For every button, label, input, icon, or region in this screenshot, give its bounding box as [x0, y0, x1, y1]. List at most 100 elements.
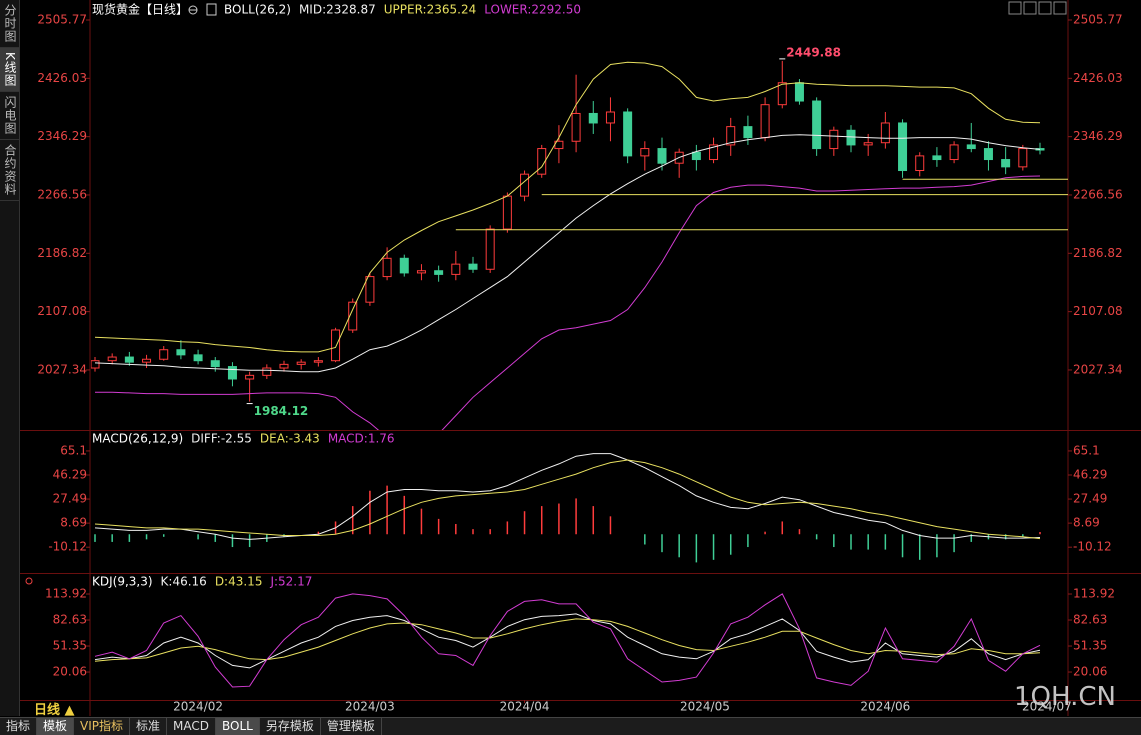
y-tick-label: 46.29 — [53, 468, 87, 482]
y2-tick-label: 82.63 — [1073, 613, 1107, 627]
candle-body — [416, 270, 426, 274]
indicator-icon[interactable] — [206, 3, 217, 16]
candle-body — [348, 301, 358, 331]
sidebar: 分时图 K线图 闪电图 合约资料 — [0, 0, 20, 716]
zoom-out-button[interactable] — [1038, 1, 1052, 15]
candle-body — [983, 148, 993, 161]
candle-body — [657, 148, 667, 164]
legend-entry: MACD:1.76 — [328, 432, 395, 446]
tab[interactable]: 标准 — [130, 718, 168, 735]
candle-body — [966, 144, 976, 150]
indicator-line — [94, 593, 1041, 688]
legend-entry: UPPER:2365.24 — [384, 3, 476, 17]
side-tab[interactable]: 分时图 — [0, 0, 19, 48]
candle-body — [468, 263, 478, 270]
indicator-line — [94, 453, 1041, 540]
candle-body — [846, 129, 856, 146]
candle-body — [245, 374, 255, 380]
cursor-icon[interactable] — [25, 577, 33, 585]
y2-tick-label: 51.35 — [1073, 639, 1107, 653]
candle-body — [640, 148, 650, 157]
x-tick-label: 2024/02 — [173, 700, 223, 714]
y-tick-label: -10.12 — [48, 540, 87, 554]
zoom-in-button[interactable] — [1023, 1, 1037, 15]
y-tick-label: 51.35 — [53, 639, 87, 653]
y2-tick-label: 65.1 — [1073, 443, 1100, 457]
indicator-line — [94, 134, 1041, 373]
legend-entry: MID:2328.87 — [299, 3, 376, 17]
indicator-name: MACD(26,12,9) — [92, 432, 183, 446]
indicator-line — [94, 618, 1041, 662]
y-tick-label: 2186.82 — [37, 246, 87, 260]
y2-tick-label: 2266.56 — [1073, 187, 1123, 201]
low-label: 1984.12 — [254, 404, 309, 418]
candle-body — [176, 349, 186, 356]
tab-bar: 指标 模板 VIP指标 标准 MACD BOLL 另存模板 管理模板 — [0, 717, 1141, 735]
tab[interactable]: MACD — [167, 718, 217, 735]
candle-body — [898, 122, 908, 172]
y-tick-label: 2266.56 — [37, 187, 87, 201]
indicator-name: BOLL(26,2) — [224, 3, 291, 17]
candle-body — [399, 257, 409, 274]
y2-tick-label: 2346.29 — [1073, 129, 1123, 143]
candle-body — [193, 354, 203, 362]
move-button[interactable] — [1008, 1, 1022, 15]
candle-body — [451, 263, 461, 275]
side-tab[interactable]: K线图 — [0, 48, 19, 92]
candle-body — [210, 360, 220, 368]
tab[interactable]: 另存模板 — [260, 718, 321, 735]
y2-tick-label: -10.12 — [1073, 540, 1112, 554]
y-tick-label: 65.1 — [60, 443, 87, 457]
y-tick-label: 2346.29 — [37, 129, 87, 143]
watermark: 1QH.CN — [1014, 682, 1116, 712]
y-tick-label: 8.69 — [60, 516, 87, 530]
legend-entry: DEA:-3.43 — [260, 432, 320, 446]
x-tick-label: 2024/03 — [345, 700, 395, 714]
y2-tick-label: 27.49 — [1073, 492, 1107, 506]
candle-body — [743, 126, 753, 139]
candle-body — [691, 151, 701, 161]
candle-body — [537, 148, 547, 175]
tab[interactable]: 模板 — [37, 718, 75, 735]
tab[interactable]: 管理模板 — [321, 718, 382, 735]
tab[interactable]: 指标 — [0, 718, 38, 735]
x-tick-label: 2024/05 — [680, 700, 730, 714]
y-tick-label: 20.06 — [53, 665, 87, 679]
candle-body — [382, 257, 392, 278]
y2-tick-label: 2186.82 — [1073, 246, 1123, 260]
indicator-name: KDJ(9,3,3) — [92, 575, 153, 589]
tab[interactable]: VIP指标 — [74, 718, 131, 735]
candle-body — [279, 363, 289, 369]
y-tick-label: 27.49 — [53, 492, 87, 506]
legend-entry: DIFF:-2.55 — [191, 432, 252, 446]
window-buttons — [1008, 1, 1067, 15]
y2-tick-label: 46.29 — [1073, 468, 1107, 482]
candle-body — [623, 111, 633, 157]
price-panel — [91, 60, 1068, 430]
high-label: 2449.88 — [786, 45, 841, 59]
candle-body — [760, 104, 770, 139]
x-tick-label: 2024/06 — [860, 700, 910, 714]
legend-entry: D:43.15 — [215, 575, 263, 589]
candle-body — [107, 356, 117, 362]
candle-body — [777, 82, 787, 106]
macd-panel — [94, 453, 1041, 563]
close-button[interactable] — [1053, 1, 1067, 15]
candle-body — [502, 195, 512, 230]
y-tick-label: 2505.77 — [37, 13, 87, 27]
candle-body — [812, 100, 822, 150]
indicator-line — [94, 459, 1041, 540]
candle-body — [709, 144, 719, 161]
candle-body — [932, 155, 942, 161]
timeframe[interactable]: 日线 ▲ — [34, 703, 75, 718]
side-tab[interactable]: 合约资料 — [0, 140, 19, 201]
candle-body — [949, 144, 959, 161]
side-tab[interactable]: 闪电图 — [0, 92, 19, 140]
tab[interactable]: BOLL — [216, 718, 260, 735]
candle-body — [520, 173, 530, 197]
candle-body — [726, 126, 736, 146]
y-tick-label: 2027.34 — [37, 362, 87, 376]
candle-body — [915, 155, 925, 172]
